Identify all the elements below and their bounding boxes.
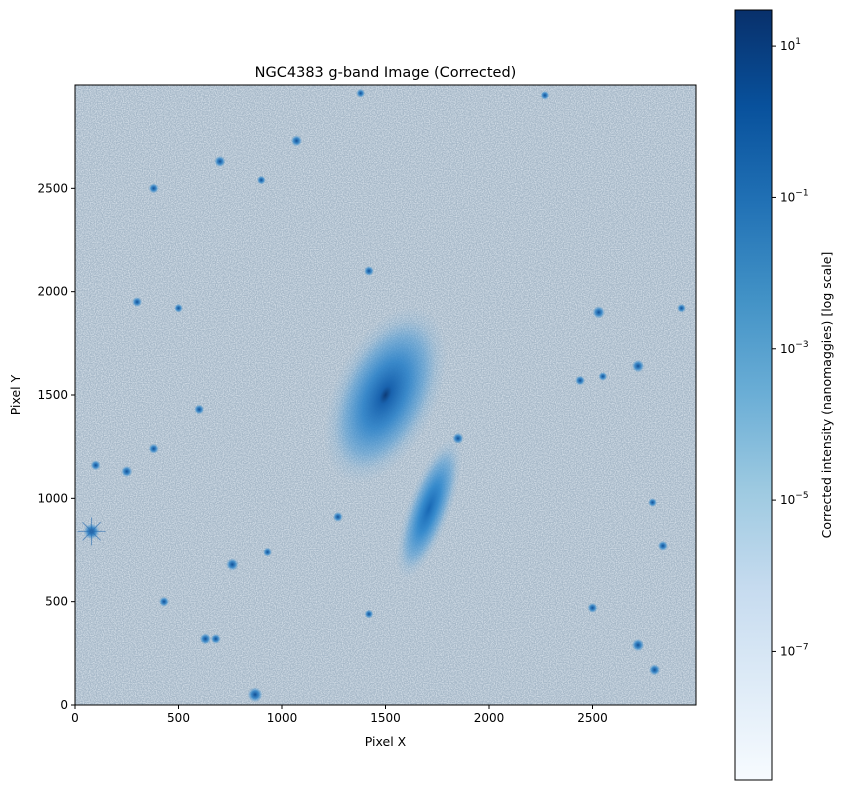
galaxy-1 (402, 450, 456, 568)
source-27 (364, 609, 374, 619)
y-axis: 0 500 1000 1500 2000 2500 (37, 181, 75, 712)
source-9 (332, 511, 343, 522)
source-1 (214, 155, 226, 168)
galaxy-0 (335, 321, 436, 469)
y-tick-label-1000: 1000 (37, 491, 68, 505)
source-30 (598, 372, 608, 381)
source-4 (592, 306, 605, 319)
source-22 (587, 602, 598, 613)
source-19 (256, 175, 266, 185)
chart-title: NGC4383 g-band Image (Corrected) (255, 65, 517, 81)
image-area (75, 85, 696, 705)
source-8 (363, 266, 374, 276)
source-17 (148, 443, 159, 454)
colorbar-ticks: 101 10−1 10−3 10−5 10−7 (772, 37, 809, 658)
x-tick-label-0: 0 (71, 711, 79, 725)
source-24 (132, 297, 143, 307)
y-axis-label: Pixel Y (8, 374, 23, 415)
source-25 (677, 303, 686, 313)
y-tick-label-0: 0 (60, 698, 68, 712)
source-5 (631, 359, 645, 373)
y-tick-label-1500: 1500 (37, 388, 68, 402)
x-tick-label-1000: 1000 (267, 711, 298, 725)
colorbar: 101 10−1 10−3 10−5 10−7 Corrected intensity … (734, 9, 834, 781)
x-tick-label-2000: 2000 (474, 711, 505, 725)
source-11 (199, 633, 212, 645)
source-28 (356, 88, 366, 98)
source-20 (194, 404, 205, 415)
source-13 (247, 687, 263, 703)
x-tick-label-500: 500 (167, 711, 190, 725)
colorbar-tick-label-1: 10−1 (780, 188, 809, 204)
source-6 (575, 375, 586, 386)
x-axis: 0 500 1000 1500 2000 2500 (71, 705, 608, 725)
colorbar-tick-label-2: 10−3 (780, 340, 809, 356)
source-23 (159, 596, 170, 607)
source-21 (657, 540, 668, 551)
source-26 (648, 498, 657, 507)
source-3 (148, 183, 159, 194)
y-tick-label-500: 500 (45, 595, 68, 609)
colorbar-gradient (734, 9, 773, 781)
source-32 (263, 547, 272, 557)
source-12 (210, 633, 221, 644)
source-16 (121, 465, 133, 478)
sources-layer (77, 88, 686, 703)
star-spike-3 (82, 522, 101, 541)
source-10 (226, 558, 239, 571)
y-tick-label-2000: 2000 (37, 285, 68, 299)
x-axis-label: Pixel X (365, 734, 407, 749)
colorbar-tick-label-3: 10−5 (780, 491, 809, 507)
galaxies-layer (323, 306, 462, 580)
source-2 (290, 135, 303, 147)
source-18 (90, 460, 101, 471)
x-tick-label-2500: 2500 (577, 711, 608, 725)
source-31 (174, 303, 183, 313)
colorbar-label: Corrected intensity (nanomaggies) [log s… (819, 252, 834, 539)
x-tick-label-1500: 1500 (370, 711, 401, 725)
colorbar-tick-label-0: 101 (780, 37, 801, 53)
colorbar-tick-label-4: 10−7 (780, 642, 809, 658)
source-14 (631, 638, 645, 652)
source-15 (649, 664, 661, 676)
y-tick-label-2500: 2500 (37, 181, 68, 195)
source-29 (540, 90, 550, 100)
